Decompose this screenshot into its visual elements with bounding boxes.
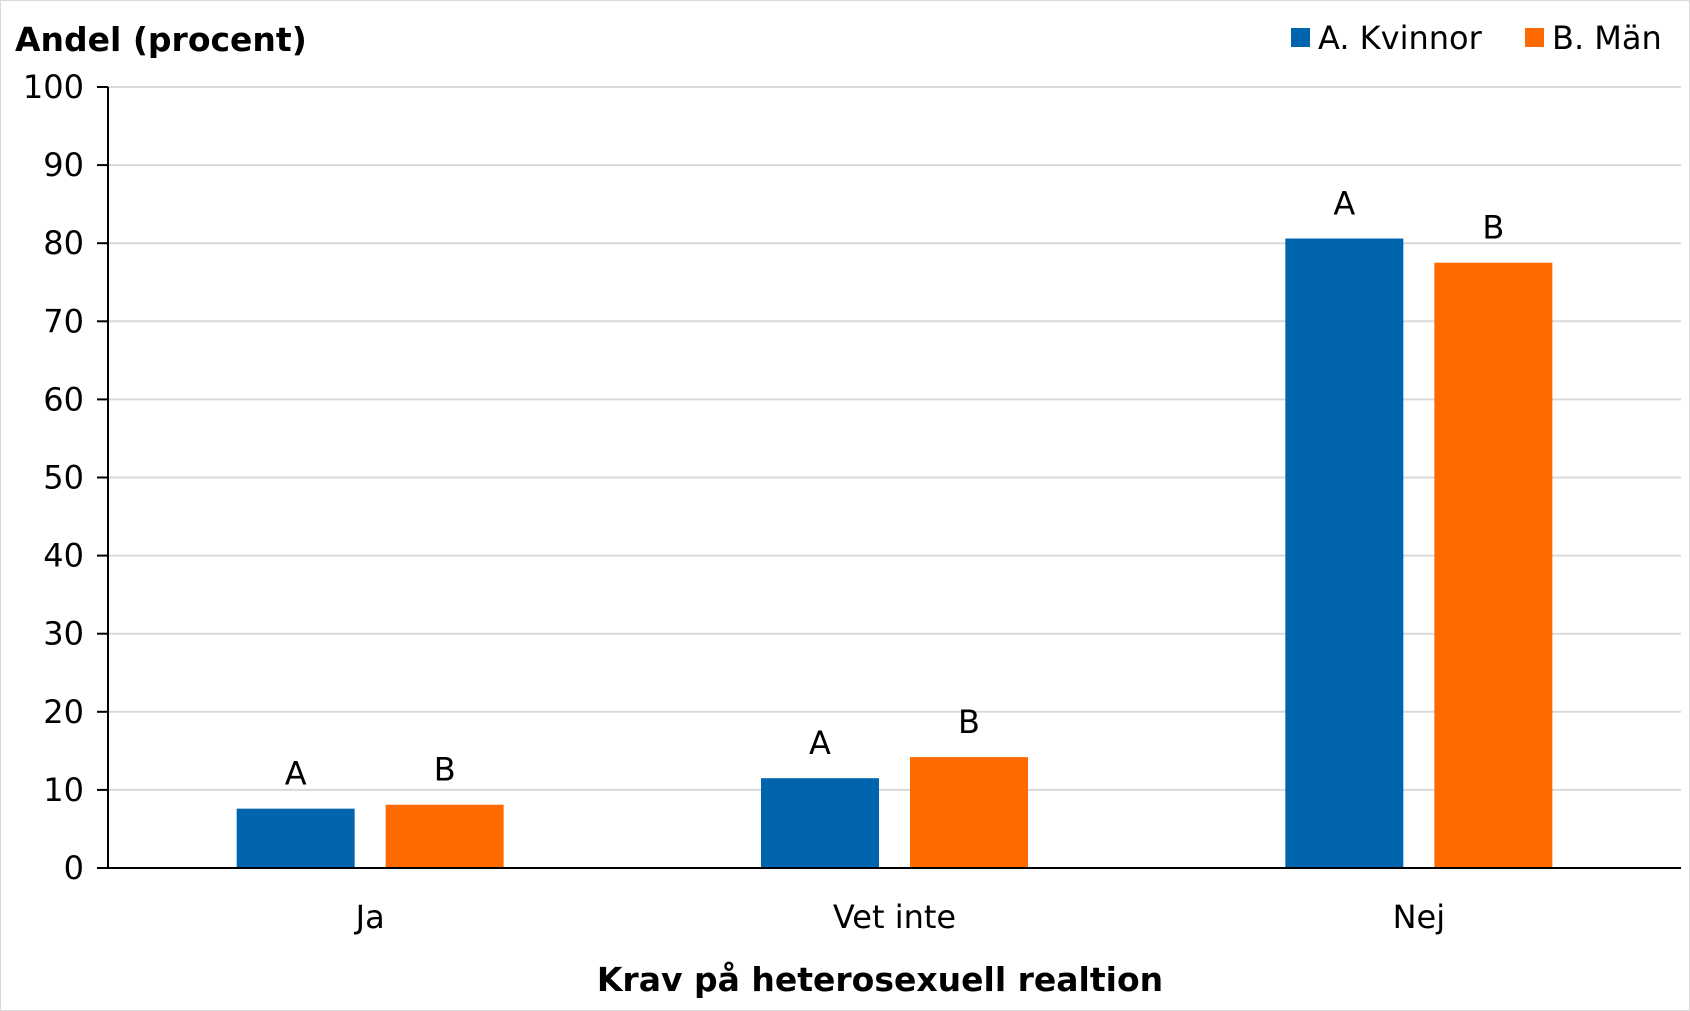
gridlines [108,86,1681,791]
legend-swatch [1291,28,1310,47]
bar-a-nej [1285,238,1404,868]
bar-a-vet-inte [761,778,879,868]
bar-b-vet-inte [910,757,1028,868]
y-tick-label: 90 [43,146,84,184]
y-tick-label: 10 [43,771,84,809]
bar-data-label: A [1333,185,1355,223]
legend: A. Kvinnor B. Män [1291,19,1662,57]
bar-b-nej [1434,262,1553,869]
legend-label: A. Kvinnor [1318,19,1483,57]
bar-b-ja [385,804,504,868]
legend-label: B. Män [1552,19,1662,57]
bar-data-label: B [1482,209,1504,247]
y-tick-label: 60 [43,380,84,418]
y-tick-label: 0 [64,849,84,887]
legend-swatch [1525,28,1544,47]
bars [236,238,1553,869]
y-tick-label: 30 [43,615,84,653]
y-tick-label: 100 [23,68,84,106]
labels: 0 10 20 30 40 50 60 70 80 90 100 A B Ja A B Vet inte A B Ne… [23,68,1504,936]
x-tick-label: Ja [354,898,385,936]
y-tick-label: 70 [43,302,84,340]
bar-data-label: B [434,751,456,789]
x-tick-label: Nej [1393,898,1446,936]
x-axis-title: Krav på heterosexuell realtion [597,960,1163,999]
y-tick-label: 40 [43,537,84,575]
y-axis-title: Andel (procent) [15,20,307,59]
y-tick-label: 80 [43,224,84,262]
axes [97,86,1681,869]
bar-data-label: A [285,755,307,793]
bar-data-label: A [809,724,831,762]
x-tick-label: Vet inte [833,898,956,936]
bar-a-ja [236,808,355,868]
y-tick-label: 20 [43,693,84,731]
bar-data-label: B [958,703,980,741]
y-tick-label: 50 [43,459,84,497]
